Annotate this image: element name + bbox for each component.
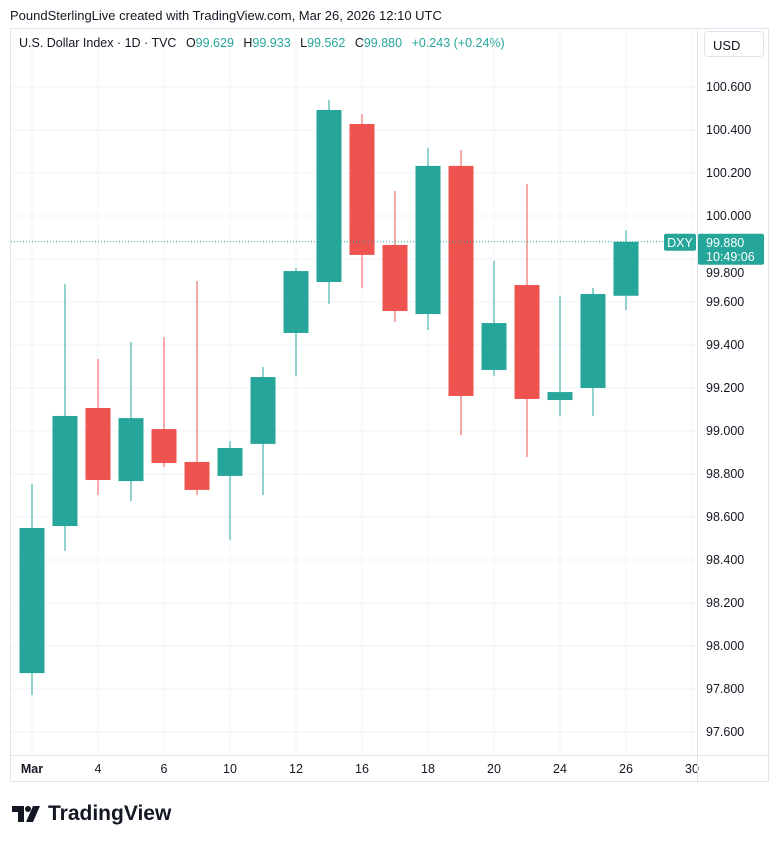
candle-body — [382, 245, 408, 312]
candle-body — [613, 241, 639, 296]
x-tick-label: 10 — [223, 762, 237, 776]
y-tick-label: 99.800 — [706, 266, 744, 280]
candle-mar-5 — [118, 341, 144, 502]
candle-mar-2 — [19, 484, 45, 696]
x-tick-label: 4 — [95, 762, 102, 776]
y-tick-label: 99.000 — [706, 424, 744, 438]
x-tick-label: 24 — [553, 762, 567, 776]
y-tick-label: 99.200 — [706, 381, 744, 395]
candle-body — [283, 271, 309, 333]
candle-body — [151, 429, 177, 464]
chart-frame — [10, 28, 769, 782]
y-tick-label: 100.200 — [706, 166, 751, 180]
candle-body — [85, 407, 111, 481]
change-value: +0.243 (+0.24%) — [411, 36, 505, 50]
candle-body — [580, 294, 606, 388]
chart-credit: PoundSterlingLive created with TradingVi… — [10, 8, 442, 23]
candle-body — [448, 165, 474, 396]
candle-mar-18 — [415, 148, 441, 330]
y-tick-label: 98.600 — [706, 510, 744, 524]
candle-mar-16 — [349, 114, 375, 289]
x-tick-label: 18 — [421, 762, 435, 776]
y-tick-label: 100.600 — [706, 80, 751, 94]
candle-body — [250, 377, 276, 444]
last-price-text: 99.880 — [706, 236, 744, 250]
logo-text: TradingView — [48, 802, 172, 825]
candle-body — [316, 110, 342, 283]
x-tick-label: 16 — [355, 762, 369, 776]
candle-body — [19, 527, 45, 674]
candle-body — [349, 123, 375, 255]
y-tick-label: 98.400 — [706, 553, 744, 567]
candle-mar-9 — [184, 280, 210, 496]
low-value: 99.562 — [307, 36, 346, 50]
last-price-tag — [698, 233, 764, 265]
y-tick-label: 100.000 — [706, 209, 751, 223]
y-tick-label: 98.200 — [706, 596, 744, 610]
candle-body — [217, 447, 243, 476]
candle-body — [415, 165, 441, 315]
chart-legend: U.S. Dollar Index · 1D · TVC O99.629 H99… — [19, 36, 505, 50]
x-tick-label: 20 — [487, 762, 501, 776]
x-tick-label: 6 — [161, 762, 168, 776]
tradingview-logo-icon — [12, 806, 40, 822]
candle-mar-20 — [481, 260, 507, 376]
y-tick-label: 97.800 — [706, 682, 744, 696]
candle-mar-10 — [217, 441, 243, 541]
x-tick-label: Mar — [21, 762, 43, 776]
countdown-text: 10:49:06 — [706, 250, 755, 264]
candle-body — [118, 418, 144, 482]
candle-body — [52, 415, 78, 527]
candle-mar-25 — [580, 288, 606, 416]
candle-mar-6 — [151, 337, 177, 467]
candle-mar-13 — [316, 99, 342, 304]
candle-body — [184, 461, 210, 490]
candle-body — [514, 285, 540, 399]
candle-mar-17 — [382, 191, 408, 322]
y-tick-label: 97.600 — [706, 725, 744, 739]
y-tick-label: 100.400 — [706, 123, 751, 137]
candle-mar-4 — [85, 358, 111, 496]
symbol-tag — [664, 233, 696, 251]
close-value: 99.880 — [363, 36, 403, 50]
open-value: 99.629 — [195, 36, 234, 50]
x-tick-label: 30 — [685, 762, 699, 776]
symbol-title[interactable]: U.S. Dollar Index · 1D · TVC — [19, 36, 177, 50]
y-tick-label: 99.600 — [706, 295, 744, 309]
high-value: 99.933 — [252, 36, 291, 50]
y-tick-label: 98.800 — [706, 467, 744, 481]
y-tick-label: 98.000 — [706, 639, 744, 653]
tradingview-logo[interactable]: TradingView — [12, 802, 171, 826]
currency-button[interactable]: USD — [704, 31, 764, 57]
x-tick-label: 12 — [289, 762, 303, 776]
x-tick-label: 26 — [619, 762, 633, 776]
candle-mar-19 — [448, 149, 474, 436]
candle-mar-26 — [613, 230, 639, 311]
candle-mar-3 — [52, 283, 78, 551]
candle-mar-11 — [250, 366, 276, 496]
symbol-tag-text: DXY — [667, 236, 693, 250]
candle-body — [481, 323, 507, 370]
candle-body — [547, 392, 573, 401]
candle-mar-12 — [283, 268, 309, 376]
candle-mar-23 — [514, 183, 540, 458]
candle-mar-24 — [547, 295, 573, 416]
y-tick-label: 99.400 — [706, 338, 744, 352]
